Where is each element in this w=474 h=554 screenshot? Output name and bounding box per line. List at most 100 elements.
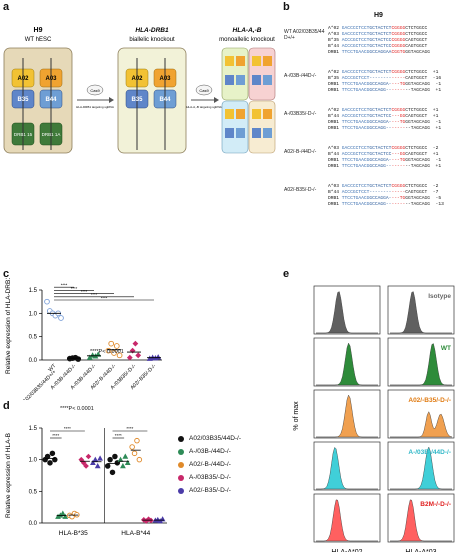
indel-value: -2: [427, 146, 439, 151]
sequence-row: B*44 ACCCGCTCCTGCTACTCC---GGCAGTGGCT +1: [328, 152, 438, 157]
sequence-row: A*02 GACCCCTCCTGCTACTCTCGGGGCTCTGGCC: [328, 26, 433, 31]
allele-label: A03: [45, 76, 57, 82]
cas9-label: Cas9: [90, 88, 100, 93]
data-point: [145, 516, 152, 522]
x-tick-label: WT: [47, 363, 58, 374]
legend-item: A-/03B35/-D-/-: [178, 471, 278, 484]
sequence-row: A*02 GACCCCTCCTGCTACTCTCGGGGCTCTGGCC +1: [328, 70, 438, 75]
histogram-curve: [390, 446, 452, 490]
legend-item: A02/-B-/44D-/-: [178, 458, 278, 471]
y-tick-label: 0.5: [29, 335, 38, 341]
allele-label: DRB1 15: [14, 132, 33, 137]
panel-a-schematic: H9 WT hESC A02 A03 B35 B44 DRB1 15 DRB1 …: [3, 27, 276, 154]
histogram-frame: [387, 337, 455, 387]
sequence-text: GACCCCTCCTGCTACTCTCGGGGCTCTGGCC: [341, 184, 428, 189]
clone-box: [221, 100, 249, 154]
indel-value: -16: [427, 76, 442, 81]
data-point: [113, 343, 120, 349]
sequence-row: B*35 ACCCGCTCCTGCTACTCCCGGGGCAGTGGCT: [328, 38, 433, 43]
sequence-row: DRB1 TTCCTGAACGGCCAGGA----TGGGTAGCAGG -1: [328, 158, 441, 163]
sequence-text: TTCCTGAACGGCCAGGA----TGGGTAGCAGG: [341, 120, 431, 125]
panel-label-a: a: [3, 1, 10, 13]
chart-d-annotation: ****P< 0.0001: [60, 406, 94, 412]
legend-label: A-/03B-/44D-/-: [189, 448, 231, 455]
allele-label: B44: [45, 97, 57, 103]
indel-value: -5: [430, 196, 442, 201]
indel-value: +1: [427, 70, 439, 75]
indel-value: -2: [427, 184, 439, 189]
data-point: [129, 347, 136, 354]
sequence-text: GACCCCTCCTGCTACTCTCGGGGCTCTGGCC: [341, 108, 428, 113]
significance-label: ****: [126, 426, 133, 431]
sequence-alignment: WT A02/03B35/44 D+/+ A*02 GACCCCTCCTGCTAC…: [284, 26, 472, 246]
cas9-icon: [86, 84, 104, 96]
histogram-curve: [316, 394, 378, 438]
sequence-text: TTCCTGAACGGCCAGGA----TGGGTAGCAGG: [341, 158, 431, 163]
data-point: [131, 450, 138, 457]
sequence-text: TTCCTGAACGGCCAGG---------TAGCAGG: [341, 202, 431, 207]
allele-name: B*35: [328, 38, 342, 43]
allele-label: DRB1 1A: [42, 132, 61, 137]
allele-name: B*44: [328, 190, 342, 195]
chart-c-annotation: ****P< 0.0001: [90, 349, 124, 355]
legend-label: A02/-B35/-D-/-: [189, 487, 231, 494]
allele-name: A*03: [328, 146, 342, 151]
indel-value: -1: [430, 158, 442, 163]
sequence-row: DRB1 TTCCTGAACGGCCAGGA----TGGGTAGCAGG -1: [328, 120, 441, 125]
cell2-sub: biallelic knockout: [129, 37, 175, 43]
panel-label-b: b: [283, 1, 290, 13]
arrow2-note: HLA-A,-B targeting sgRNA: [186, 105, 222, 109]
significance-label: ****: [52, 433, 59, 438]
allele-name: DRB1: [328, 88, 342, 93]
histogram-curve: [316, 447, 378, 490]
sequence-row: DRB1 TTCCTGAACGGCCAGGA----TGGGTAGCAGG -5: [328, 196, 441, 201]
panel-b-title: H9: [374, 12, 383, 19]
y-axis-label: Relative expression of HLA-DRB1: [5, 278, 12, 374]
panel-label-d: d: [3, 400, 10, 412]
data-point: [111, 350, 117, 356]
x-axis-label: HLA-A*03: [405, 549, 436, 552]
allele-name: A*02: [328, 26, 342, 31]
data-point: [49, 450, 56, 457]
sequence-text: GACCCCTCCTGCTACTCTCGGGGCTCTGGCC: [341, 146, 428, 151]
indel-value: +1: [427, 108, 439, 113]
sequence-row: A*03 GACCCCTCCTGCTACTCTCGGGGCTCTGGCC -2: [328, 146, 438, 151]
data-point: [78, 456, 85, 463]
allele-name: B*35: [328, 76, 342, 81]
y-axis-label: Relative expression of HLA-B: [5, 433, 12, 518]
data-point: [62, 513, 69, 519]
data-point: [95, 351, 102, 357]
panel-label-e: e: [283, 268, 290, 280]
sequence-text: TTCCTGAACGGCCAGG---------TAGCAGG: [341, 126, 431, 131]
indel-value: [427, 26, 433, 31]
legend-item: A-/03B-/44D-/-: [178, 445, 278, 458]
data-point: [135, 352, 142, 359]
cas9-icon: [195, 84, 213, 96]
legend-label: A02/-B-/44D-/-: [189, 461, 231, 468]
legend-swatch: [178, 435, 184, 442]
sequence-text: ACCCGCTCCT-------------CAGTGGCT: [341, 190, 428, 195]
sequence-text: ACCCGCTCCTGCTACTCC---GGCAGTGGCT: [341, 114, 428, 119]
cell3-sub: monoallelic knockout: [219, 37, 275, 43]
histogram-label: A-/03B-/44D-/-: [408, 449, 451, 456]
data-point: [136, 456, 143, 463]
histogram-label: A02/-B35/-D-/-: [408, 397, 451, 404]
data-point: [90, 459, 96, 466]
data-point: [83, 463, 89, 469]
sequence-row: A*03 GACCCCTCCTGCTACTCTCGGGGCTCTGGCC -2: [328, 184, 438, 189]
chart-e: % of max Isotype WT A02/-B35/-D-/- A-/03B-/4…: [293, 285, 455, 552]
significance-label: ****: [115, 433, 122, 438]
genotype-label: A02/-B35/-D-/-: [284, 187, 317, 193]
allele-label: A02: [17, 76, 29, 82]
significance-label: ****: [64, 426, 71, 431]
allele-label: B35: [17, 97, 29, 103]
indel-value: +1: [430, 88, 442, 93]
sequence-text: GACCCCTCCTGCTACTCTCGGGGCTCTGGCC: [341, 32, 428, 37]
sequence-text: TTCCTGAACGGCCAGGAACGGTGGGTAGCAGG: [341, 50, 431, 55]
significance-label: ****: [91, 292, 98, 297]
significance-label: ****: [101, 295, 108, 300]
legend-swatch: [178, 474, 184, 481]
histogram-frame: [313, 441, 381, 491]
clone-alleles: [225, 56, 272, 138]
arrow-1-head: [109, 97, 114, 103]
